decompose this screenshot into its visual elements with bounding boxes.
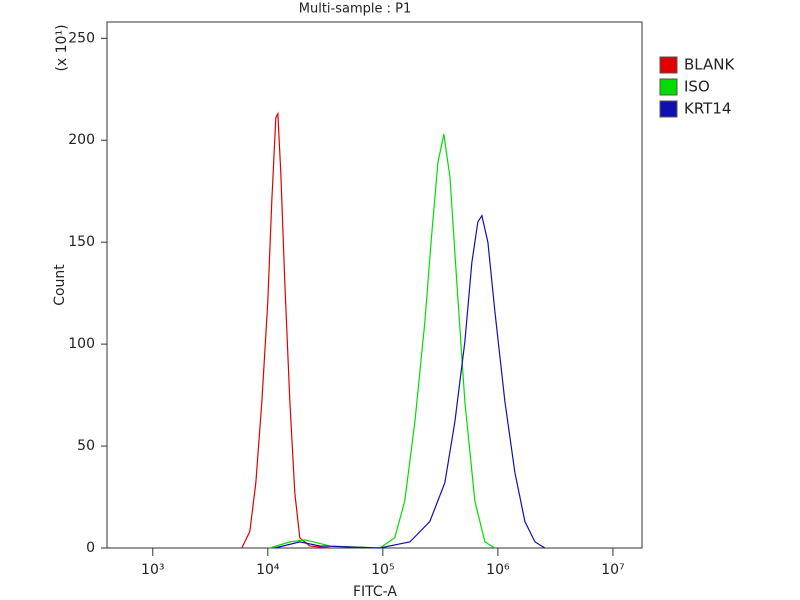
- plot-frame: [106, 21, 643, 549]
- x-axis-label: FITC-A: [353, 584, 397, 600]
- y-axis-label: Count: [52, 264, 68, 306]
- legend-swatch: [659, 56, 678, 74]
- y-tick-label: 50: [77, 438, 95, 454]
- legend-swatch: [659, 100, 678, 118]
- y-tick-label: 100: [68, 336, 95, 352]
- legend-label: ISO: [684, 78, 710, 96]
- legend-swatch: [659, 78, 678, 96]
- x-tick-label: 10⁴: [256, 562, 280, 578]
- series-line: [274, 214, 546, 549]
- y-multiplier: (x 10¹): [54, 24, 70, 71]
- series-line: [241, 111, 330, 549]
- y-tick-label: 200: [68, 132, 95, 148]
- x-tick-label: 10⁷: [601, 562, 624, 578]
- y-tick-label: 0: [86, 540, 95, 556]
- x-tick-label: 10⁵: [371, 562, 394, 578]
- chart-title: Multi-sample : P1: [299, 2, 412, 17]
- x-tick-label: 10³: [141, 562, 164, 578]
- x-tick-label: 10⁶: [486, 562, 510, 578]
- y-tick-label: 150: [68, 234, 95, 250]
- legend-label: BLANK: [684, 56, 735, 74]
- legend-label: KRT14: [684, 100, 731, 118]
- y-tick-label: 250: [68, 30, 95, 46]
- series-line: [269, 134, 496, 549]
